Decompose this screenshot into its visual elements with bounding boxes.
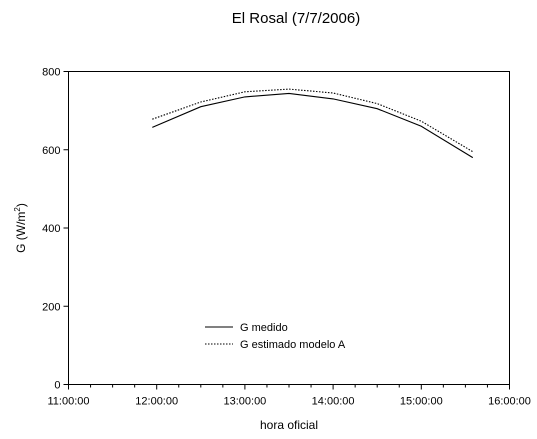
x-tick-label-4: 15:00:00 bbox=[400, 396, 443, 408]
x-tick-label-2: 13:00:00 bbox=[223, 396, 266, 408]
y-tick-label-2: 400 bbox=[42, 223, 60, 235]
y-axis-label: G (W/m2) bbox=[13, 203, 28, 253]
legend: G medido G estimado modelo A bbox=[205, 322, 346, 351]
y-axis-label-sup: 2 bbox=[13, 207, 22, 212]
x-tick-label-1: 12:00:00 bbox=[135, 396, 178, 408]
x-axis-label: hora oficial bbox=[260, 418, 318, 432]
legend-label-estimated: G estimado modelo A bbox=[240, 339, 346, 351]
series-line-measured bbox=[152, 92, 474, 159]
legend-label-measured: G medido bbox=[240, 322, 288, 334]
chart-title: El Rosal (7/7/2006) bbox=[232, 10, 360, 27]
x-tick-label-3: 14:00:00 bbox=[312, 396, 355, 408]
y-tick-label-1: 200 bbox=[42, 301, 60, 313]
y-axis-label-main: G (W/m bbox=[14, 212, 28, 253]
data-series bbox=[152, 88, 474, 159]
y-tick-label-0: 0 bbox=[54, 380, 60, 392]
axis-ticks: 11:00:00 12:00:00 13:00:00 14:00:00 15:00:00… bbox=[42, 67, 531, 408]
y-axis-label-end: ) bbox=[14, 203, 28, 207]
x-tick-label-0: 11:00:00 bbox=[47, 396, 89, 408]
y-tick-label-4: 800 bbox=[42, 67, 60, 79]
y-tick-label-3: 600 bbox=[42, 145, 60, 157]
x-tick-label-5: 16:00:00 bbox=[488, 396, 531, 408]
series-line-estimated bbox=[152, 88, 474, 153]
plot-frame bbox=[68, 71, 510, 385]
